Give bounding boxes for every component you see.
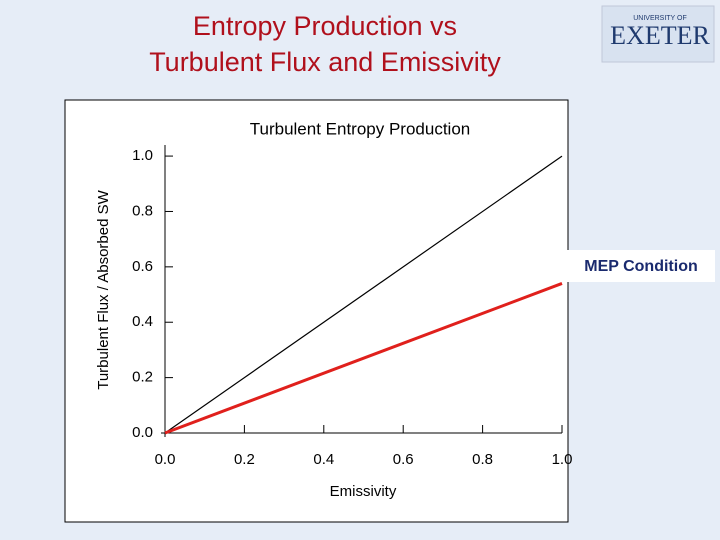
series-line [164, 282, 563, 435]
y-tick-label: 1.0 [132, 147, 153, 164]
plot-panel [64, 99, 569, 523]
y-tick-label: 0.6 [132, 258, 153, 275]
slide-title: Turbulent Flux and Emissivity [149, 47, 501, 77]
x-tick-label: 0.2 [234, 451, 255, 468]
x-tick-label: 0.0 [155, 451, 176, 468]
logo-text: UNIVERSITY OF [633, 15, 687, 22]
y-tick-label: 0.4 [132, 313, 153, 330]
logo-box [601, 5, 715, 63]
x-tick-label: 1.0 [552, 451, 573, 468]
chart-title: Turbulent Entropy Production [250, 119, 471, 138]
y-tick-label: 0.0 [132, 424, 153, 441]
logo-text: EXETER [610, 21, 710, 50]
y-tick-label: 0.8 [132, 202, 153, 219]
annotation: MEP Condition [584, 258, 697, 275]
y-axis-label: Turbulent Flux / Absorbed SW [95, 189, 112, 389]
x-axis-label: Emissivity [330, 483, 397, 500]
x-tick-label: 0.6 [393, 451, 414, 468]
plot: 0.0 0.2 0.4 0.6 0.8 1.0 0.0 0.2 0.4 0.6 0.8 1.0 [132, 145, 572, 468]
annotation-box [567, 250, 715, 282]
series-line [164, 155, 563, 434]
x-tick-label: 0.4 [313, 451, 334, 468]
y-tick-label: 0.2 [132, 369, 153, 386]
slide-title: Entropy Production vs [193, 11, 457, 41]
x-tick-label: 0.8 [472, 451, 493, 468]
